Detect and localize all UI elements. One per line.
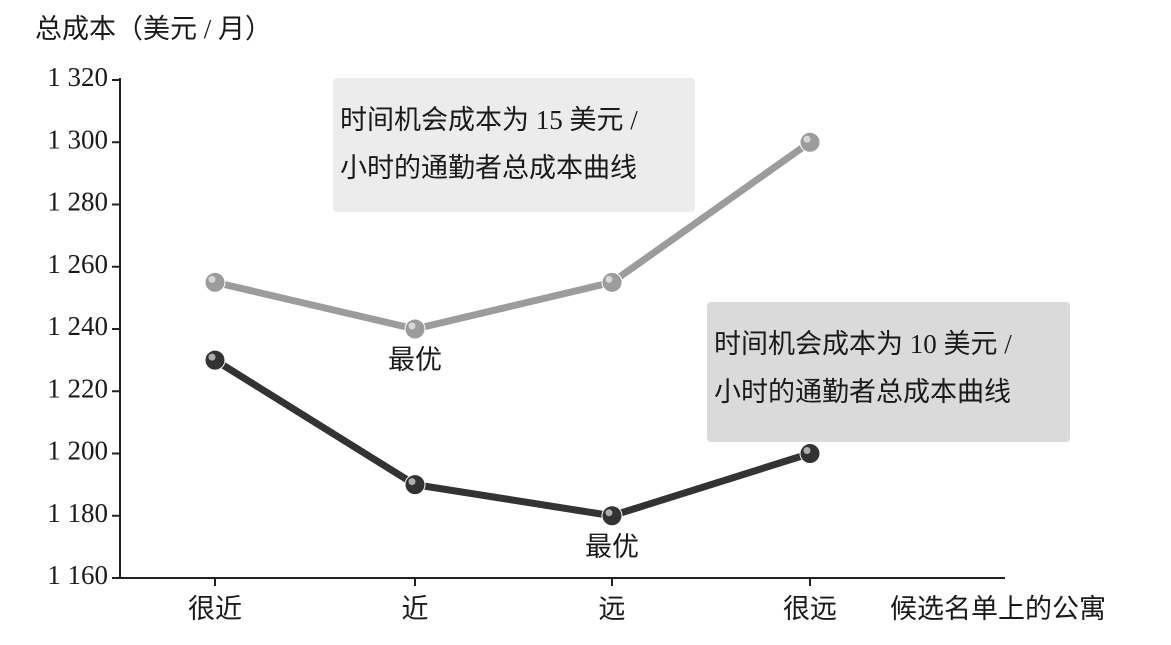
data-point — [204, 271, 226, 293]
legend-label: 小时的通勤者总成本曲线 — [340, 153, 637, 183]
y-tick-label: 1 220 — [47, 373, 108, 403]
point-highlight — [208, 275, 216, 283]
y-tick-label: 1 240 — [47, 311, 108, 341]
series-line — [213, 357, 812, 520]
data-point — [404, 318, 426, 340]
point-highlight — [803, 135, 811, 143]
x-tick-label: 很近 — [188, 594, 242, 624]
optimum-label: 最优 — [585, 532, 639, 562]
y-tick-label: 1 160 — [47, 560, 108, 590]
x-tick-label: 很远 — [783, 594, 837, 624]
data-point — [601, 271, 623, 293]
y-tick-label: 1 300 — [47, 124, 108, 154]
point-highlight — [408, 322, 416, 330]
y-axis-title: 总成本（美元 / 月） — [35, 14, 272, 44]
point-highlight — [803, 447, 811, 454]
x-tick-label: 近 — [402, 594, 429, 624]
point-highlight — [208, 353, 216, 361]
legend-label: 时间机会成本为 15 美元 / — [340, 105, 638, 135]
data-point — [799, 131, 821, 153]
point-highlight — [605, 275, 613, 283]
point-highlight — [605, 509, 613, 517]
y-tick-label: 1 200 — [47, 436, 108, 466]
legend-box — [333, 78, 695, 212]
legend-label: 时间机会成本为 10 美元 / — [714, 329, 1012, 359]
legend-box — [707, 302, 1070, 442]
y-tick-label: 1 260 — [47, 249, 108, 279]
legend-label: 小时的通勤者总成本曲线 — [714, 377, 1011, 407]
x-axis-title: 候选名单上的公寓 — [890, 594, 1106, 624]
data-point — [799, 443, 821, 464]
series-line — [214, 139, 813, 333]
y-tick-label: 1 320 — [47, 62, 108, 92]
data-point — [204, 349, 226, 371]
y-tick-label: 1 180 — [47, 498, 108, 528]
data-point — [601, 505, 623, 527]
x-tick-label: 远 — [599, 594, 626, 624]
point-highlight — [408, 478, 416, 486]
optimum-label: 最优 — [388, 345, 442, 375]
data-point — [404, 474, 426, 496]
y-tick-label: 1 280 — [47, 187, 108, 217]
